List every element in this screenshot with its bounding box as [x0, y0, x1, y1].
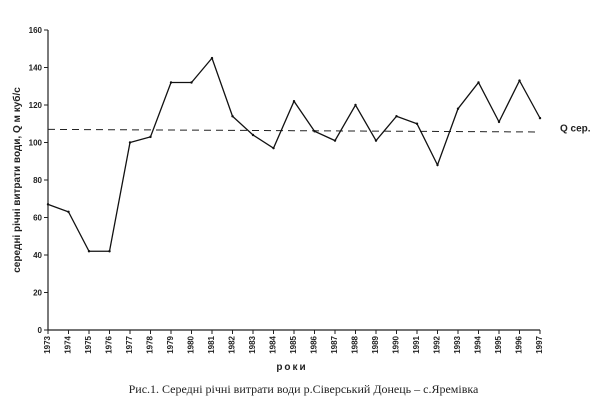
- y-axis: 0 20 40 60 80 100 120 140 160: [29, 26, 49, 335]
- x-tick-label: 1975: [84, 335, 93, 353]
- y-tick-label: 140: [29, 64, 43, 73]
- y-tick-label: 40: [33, 251, 42, 260]
- series-line: [47, 56, 541, 252]
- x-tick-label: 1986: [310, 335, 319, 353]
- data-point: [395, 115, 398, 118]
- x-tick-label: 1988: [351, 335, 360, 353]
- data-point: [231, 115, 234, 118]
- x-axis-title: роки: [276, 362, 307, 373]
- data-point: [415, 122, 419, 125]
- y-tick-label: 120: [29, 101, 43, 110]
- x-tick-label: 1973: [43, 335, 52, 353]
- data-point: [87, 250, 91, 253]
- x-tick-label: 1989: [371, 335, 380, 353]
- x-tick-label: 1990: [392, 335, 401, 353]
- x-tick-label: 1984: [269, 335, 278, 353]
- data-point: [333, 139, 337, 142]
- y-tick-label: 20: [33, 289, 42, 298]
- y-tick-label: 80: [33, 176, 42, 185]
- x-tick-label: 1983: [248, 335, 257, 353]
- x-tick-label: 1992: [433, 335, 442, 353]
- data-point: [456, 107, 460, 110]
- x-tick-label: 1997: [535, 335, 544, 353]
- mean-reference-label: Q сер.: [560, 123, 591, 134]
- data-point: [374, 139, 378, 142]
- x-tick-label: 1979: [166, 335, 175, 353]
- data-point: [477, 81, 480, 84]
- mean-reference-line: [47, 128, 541, 133]
- data-point: [354, 103, 357, 107]
- x-tick-label: 1974: [64, 335, 73, 353]
- data-point: [128, 141, 132, 144]
- x-axis: 1973 1974 1975 1976 1977 1978 1979 1980 1981 1982…: [43, 329, 544, 354]
- x-tick-label: 1994: [474, 335, 483, 353]
- data-point: [210, 56, 214, 60]
- x-tick-label: 1991: [412, 335, 421, 353]
- x-tick-label: 1996: [515, 335, 524, 353]
- data-points: [46, 56, 542, 253]
- data-point: [108, 250, 111, 253]
- data-point: [497, 120, 501, 124]
- data-point: [169, 81, 173, 84]
- x-tick-label: 1977: [125, 335, 134, 353]
- y-tick-label: 60: [33, 214, 42, 223]
- x-tick-label: 1976: [105, 335, 114, 353]
- x-tick-label: 1982: [228, 335, 237, 353]
- x-tick-label: 1993: [453, 335, 462, 353]
- data-point: [251, 133, 255, 137]
- data-point: [190, 81, 193, 84]
- data-point: [538, 116, 542, 120]
- data-point: [46, 203, 50, 206]
- x-tick-label: 1978: [146, 335, 155, 353]
- data-point: [272, 146, 275, 150]
- data-point: [436, 163, 439, 167]
- data-point: [313, 130, 316, 133]
- figure-caption: Рис.1. Середні річні витрати води р.Сіве…: [128, 382, 479, 396]
- data-point: [292, 100, 296, 103]
- data-point: [149, 135, 152, 139]
- data-point: [518, 79, 521, 82]
- x-tick-label: 1980: [187, 335, 196, 353]
- y-tick-label: 0: [38, 326, 43, 335]
- y-tick-label: 160: [29, 26, 43, 35]
- y-tick-label: 100: [29, 139, 43, 148]
- x-tick-label: 1985: [289, 335, 298, 353]
- x-tick-label: 1981: [207, 335, 216, 353]
- y-axis-title: середні річні витрати води, Q м куб/с: [11, 87, 23, 273]
- x-tick-label: 1987: [330, 335, 339, 353]
- x-tick-label: 1995: [494, 335, 503, 353]
- data-point: [67, 210, 70, 214]
